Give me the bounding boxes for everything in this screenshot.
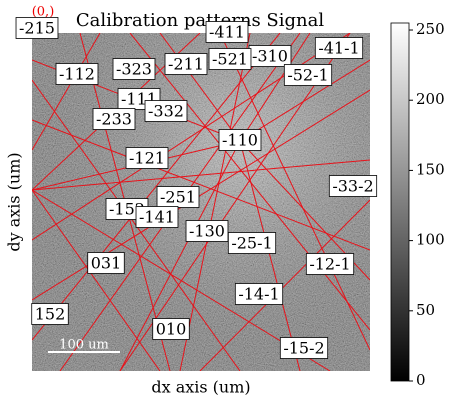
label-box: [208, 48, 252, 70]
label-text: -411: [209, 23, 245, 42]
hkl-label: -521: [208, 48, 252, 70]
label-text: -52-1: [287, 66, 328, 85]
label-text: -25-1: [231, 234, 272, 253]
hkl-label: -251: [156, 186, 200, 208]
label-box: [314, 37, 364, 59]
label-text: -521: [212, 50, 248, 69]
kikuchi-line: [32, 33, 101, 151]
pattern-image: [32, 33, 370, 371]
label-text: -121: [129, 149, 165, 168]
label-text: -14-1: [238, 285, 279, 304]
hkl-label: -141: [135, 206, 179, 228]
colorbar-tick-label: 0: [416, 371, 426, 389]
colorbar-tick-label: 150: [416, 160, 445, 178]
label-text: -41-1: [318, 39, 359, 58]
label-text: -323: [116, 60, 152, 79]
hkl-label: -233: [92, 108, 136, 130]
label-box: [205, 21, 249, 43]
label-box: [279, 337, 329, 359]
label-text: -12-1: [309, 255, 350, 274]
label-box: [218, 129, 262, 151]
kikuchi-line: [119, 33, 351, 371]
hkl-label: -12-1: [305, 253, 355, 275]
label-text: -141: [139, 208, 175, 227]
label-text: 010: [156, 320, 187, 339]
hkl-label: -33-2: [328, 175, 378, 197]
label-text: -130: [189, 222, 225, 241]
hkl-label: -121: [125, 147, 169, 169]
label-text: -215: [19, 19, 55, 38]
label-box: [305, 253, 355, 275]
colorbar: [390, 22, 410, 382]
label-text: -211: [168, 55, 204, 74]
label-text: -15-2: [283, 339, 324, 358]
label-text: -110: [222, 131, 258, 150]
hkl-label: 152: [31, 303, 69, 325]
kikuchi-line: [239, 33, 311, 142]
hkl-label: -310: [248, 45, 292, 67]
hkl-label: -130: [185, 220, 229, 242]
label-box: [112, 58, 156, 80]
hkl-label: -15-2: [279, 337, 329, 359]
hkl-label: -323: [112, 58, 156, 80]
label-text: 152: [35, 305, 66, 324]
label-text: 031: [91, 254, 122, 273]
label-box: [135, 206, 179, 228]
kikuchi-line: [219, 33, 370, 351]
kikuchi-line: [32, 159, 370, 191]
label-box: [227, 232, 277, 254]
hkl-label: -110: [218, 129, 262, 151]
label-box: [164, 53, 208, 75]
chart-title: Calibration patterns Signal: [76, 10, 324, 31]
colorbar-tick-label: 250: [416, 20, 445, 38]
colorbar-tick-label: 200: [416, 90, 445, 108]
kikuchi-line: [32, 33, 281, 341]
label-text: -310: [252, 47, 288, 66]
hkl-label: -112: [55, 63, 99, 85]
hkl-label: -52-1: [283, 64, 333, 86]
kikuchi-line: [239, 59, 370, 142]
colorbar-tick-label: 50: [416, 301, 435, 319]
hkl-label: -211: [164, 53, 208, 75]
colorbar-tick-label: 100: [416, 231, 445, 249]
hkl-label: -332: [144, 100, 188, 122]
label-box: [92, 108, 136, 130]
label-box: [185, 220, 229, 242]
label-text: -33-2: [332, 177, 373, 196]
kikuchi-line: [199, 199, 370, 371]
kikuchi-line: [32, 189, 161, 371]
hkl-label: -14-1: [234, 283, 284, 305]
kikuchi-line: [129, 33, 370, 331]
kikuchi-line: [32, 119, 370, 251]
kikuchi-line: [159, 33, 241, 142]
label-box: [125, 147, 169, 169]
scalebar-label: 100 um: [59, 338, 109, 353]
hkl-label: -215: [15, 17, 59, 39]
label-text: -233: [96, 110, 132, 129]
label-box: [55, 63, 99, 85]
hkl-label: -25-1: [227, 232, 277, 254]
label-box: [87, 252, 125, 274]
y-axis-label: dy axis (um): [5, 152, 24, 251]
hkl-label: -41-1: [314, 37, 364, 59]
x-axis-label: dx axis (um): [151, 378, 250, 397]
kikuchi-line: [179, 33, 251, 371]
hkl-label: 031: [87, 252, 125, 274]
label-box: [15, 17, 59, 39]
label-box: [234, 283, 284, 305]
label-box: [283, 64, 333, 86]
label-text: -332: [148, 102, 184, 121]
hkl-label: 010: [152, 318, 190, 340]
label-box: [152, 318, 190, 340]
hkl-label: -411: [205, 21, 249, 43]
label-text: -112: [59, 65, 95, 84]
origin-label: (0,): [32, 5, 55, 20]
label-text: -251: [160, 188, 196, 207]
label-box: [144, 100, 188, 122]
label-box: [328, 175, 378, 197]
label-box: [31, 303, 69, 325]
